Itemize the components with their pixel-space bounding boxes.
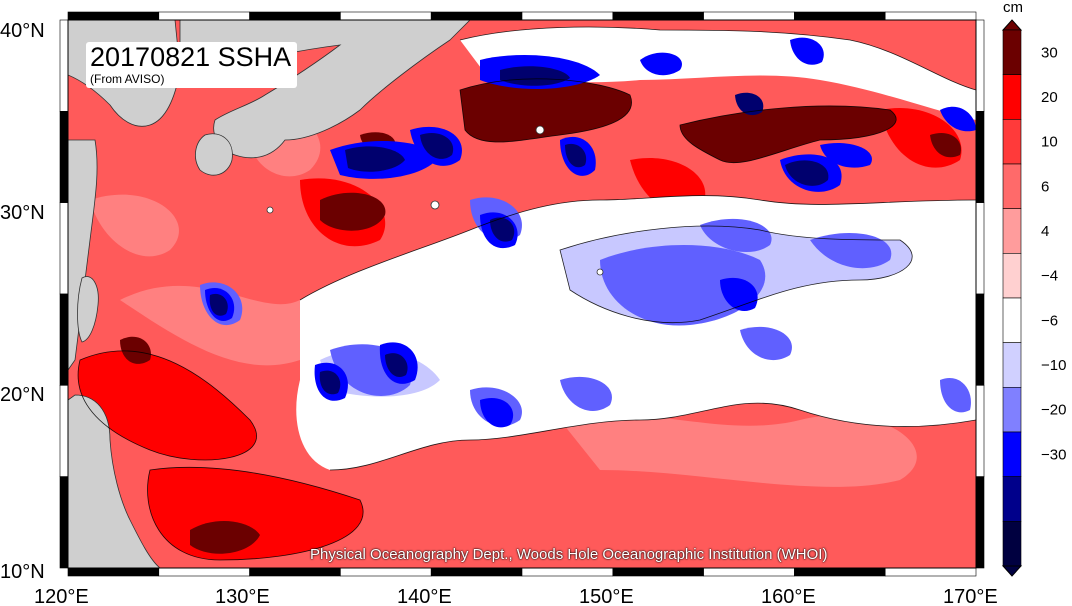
- anomaly-field-positive: [90, 114, 917, 487]
- map-border: [67, 19, 977, 569]
- map-subtitle: (From AVISO): [90, 72, 165, 86]
- colorbar-swatch: [1002, 208, 1022, 254]
- colorbar-tick-label: −20: [1041, 402, 1066, 419]
- colorbar-swatch: [1002, 74, 1022, 120]
- frame-segment-top: [884, 11, 977, 21]
- small-islands: [266, 125, 604, 276]
- lat-label-20: 20°N: [0, 384, 45, 406]
- frame-segment-right: [975, 385, 985, 477]
- frame-segment-right: [975, 476, 985, 569]
- frame-segment-bottom: [158, 567, 250, 577]
- frame-segment-bottom: [340, 567, 432, 577]
- colorbar-swatch: [1002, 476, 1022, 522]
- frame-segment-left: [59, 111, 69, 203]
- lon-label-140: 140°E: [397, 586, 452, 606]
- frame-segment-bottom: [612, 567, 704, 577]
- frame-segment-bottom: [794, 567, 886, 577]
- colorbar: cm 30 20 10 6 4 −4 −6 −10 −20 −30: [1001, 0, 1066, 577]
- taiwan-land: [77, 276, 99, 343]
- frame-segment-bottom: [249, 567, 341, 577]
- colorbar-tick-label: 30: [1041, 44, 1058, 61]
- colorbar-swatch: [1002, 297, 1022, 343]
- colorbar-top-arrow: [1001, 19, 1023, 31]
- colorbar-tick-label: 20: [1041, 89, 1058, 106]
- lon-label-130: 130°E: [215, 586, 270, 606]
- credit-text: Physical Oceanography Dept., Woods Hole …: [310, 546, 828, 563]
- frame-segment-left: [59, 385, 69, 477]
- frame-segment-top: [430, 11, 523, 21]
- frame-segment-left: [59, 202, 69, 295]
- colorbar-swatch: [1002, 387, 1022, 433]
- colorbar-swatch: [1002, 342, 1022, 388]
- kyushu-land: [195, 133, 233, 176]
- lon-axis: 120°E 130°E 140°E 150°E 160°E 170°E: [34, 586, 998, 606]
- colorbar-swatch: [1002, 521, 1022, 567]
- frame-segment-left: [59, 293, 69, 386]
- frame-segment-top: [340, 11, 432, 21]
- lon-label-160: 160°E: [761, 586, 816, 606]
- map-frame: [59, 11, 985, 577]
- frame-segment-top: [249, 11, 341, 21]
- colorbar-tick-label: −6: [1041, 312, 1058, 329]
- colorbar-tick-label: −4: [1041, 268, 1058, 285]
- frame-segment-right: [975, 293, 985, 386]
- colorbar-tick-label: 6: [1041, 178, 1049, 195]
- lat-label-30: 30°N: [0, 202, 45, 224]
- frame-segment-bottom: [521, 567, 614, 577]
- frame-segment-right: [975, 202, 985, 295]
- map-title-box: 20170821 SSHA (From AVISO): [86, 42, 298, 88]
- frame-segment-bottom: [884, 567, 977, 577]
- colorbar-tick-label: −10: [1041, 357, 1066, 374]
- frame-segment-bottom: [703, 567, 795, 577]
- frame-segment-top: [612, 11, 704, 21]
- colorbar-tick-label: 10: [1041, 134, 1058, 151]
- frame-segment-right: [975, 111, 985, 203]
- colorbar-swatch: [1002, 253, 1022, 299]
- frame-segment-bottom: [67, 567, 160, 577]
- colorbar-bottom-arrow: [1001, 565, 1023, 577]
- colorbar-unit: cm: [1003, 0, 1023, 16]
- philippines-land: [68, 394, 161, 568]
- frame-segment-top: [158, 11, 250, 21]
- lat-label-40: 40°N: [0, 20, 45, 42]
- lat-axis: 40°N 30°N 20°N 10°N: [0, 20, 45, 583]
- colorbar-swatch: [1002, 119, 1022, 165]
- map-title: 20170821 SSHA: [90, 42, 292, 72]
- colorbar-tick-label: 4: [1041, 223, 1049, 240]
- colorbar-swatch: [1002, 163, 1022, 209]
- colorbar-swatch: [1002, 29, 1022, 75]
- frame-segment-right: [975, 19, 985, 112]
- china-coast: [68, 139, 98, 371]
- lon-label-170: 170°E: [943, 586, 998, 606]
- frame-segment-left: [59, 476, 69, 569]
- frame-segment-top: [794, 11, 886, 21]
- frame-segment-left: [59, 19, 69, 112]
- colorbar-swatch: [1002, 431, 1022, 477]
- anomaly-field-extreme-cold: [209, 66, 829, 395]
- colorbar-tick-label: −30: [1041, 446, 1066, 463]
- frame-segment-top: [67, 11, 160, 21]
- frame-segment-bottom: [430, 567, 523, 577]
- lat-label-10: 10°N: [0, 561, 45, 583]
- frame-segment-top: [703, 11, 795, 21]
- contour-lines: [77, 26, 976, 561]
- lon-label-120: 120°E: [34, 586, 89, 606]
- frame-segment-top: [521, 11, 614, 21]
- lon-label-150: 150°E: [579, 586, 634, 606]
